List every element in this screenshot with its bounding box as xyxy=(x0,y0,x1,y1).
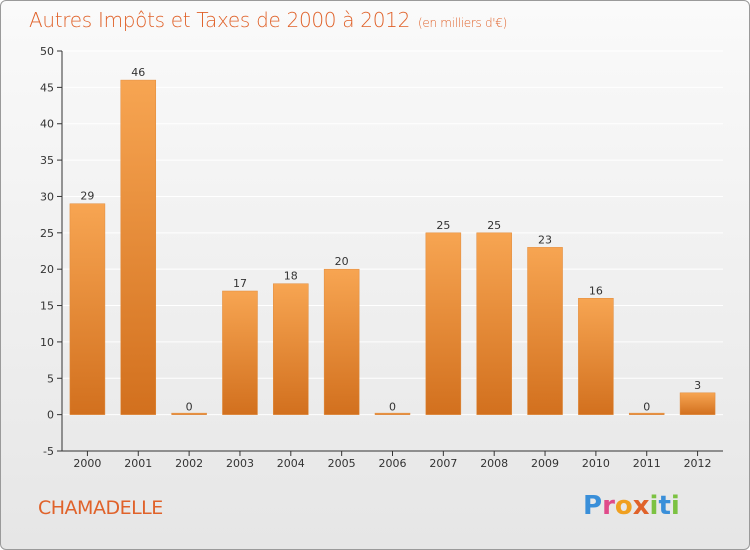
logo-letter: i xyxy=(649,491,659,521)
x-tick-label: 2011 xyxy=(633,457,661,470)
data-label: 0 xyxy=(389,401,396,414)
x-tick-label: 2008 xyxy=(480,457,508,470)
bar xyxy=(679,392,716,415)
x-tick-label: 2007 xyxy=(429,457,457,470)
data-label: 25 xyxy=(487,219,501,232)
bar xyxy=(578,298,614,415)
x-tick-label: 2006 xyxy=(379,457,407,470)
data-label: 0 xyxy=(643,401,650,414)
y-tick-label: 0 xyxy=(47,409,54,422)
y-tick-label: 40 xyxy=(40,118,54,131)
logo-letter: P xyxy=(583,491,603,521)
y-tick-label: 30 xyxy=(40,190,54,203)
bar xyxy=(425,232,462,415)
bar xyxy=(120,79,157,415)
y-tick-label: 35 xyxy=(40,154,54,167)
data-label: 46 xyxy=(131,66,145,79)
x-tick-label: 2003 xyxy=(226,457,254,470)
logo-letter: x xyxy=(632,491,650,521)
logo-letter: o xyxy=(614,491,633,521)
commune-name: CHAMADELLE xyxy=(38,497,163,519)
x-tick-label: 2002 xyxy=(175,457,203,470)
x-tick-label: 2010 xyxy=(582,457,610,470)
y-tick-label: 15 xyxy=(40,300,54,313)
bar xyxy=(374,412,411,415)
bar xyxy=(628,412,665,415)
bar xyxy=(222,290,258,415)
x-tick-label: 2004 xyxy=(277,457,305,470)
proxiti-logo: Proxiti xyxy=(583,491,680,521)
data-label: 3 xyxy=(694,379,701,392)
data-label: 0 xyxy=(186,401,193,414)
data-label: 25 xyxy=(436,219,450,232)
data-label: 18 xyxy=(284,270,298,283)
bar xyxy=(69,203,106,415)
x-tick-label: 2012 xyxy=(684,457,712,470)
logo-letter: r xyxy=(602,491,615,521)
x-tick-label: 2009 xyxy=(531,457,559,470)
y-tick-label: 10 xyxy=(40,336,54,349)
chart-title: Autres Impôts et Taxes de 2000 à 2012 (en… xyxy=(29,8,507,32)
bar xyxy=(323,268,360,415)
data-label: 29 xyxy=(80,190,94,203)
y-tick-label: 50 xyxy=(40,45,54,58)
chart-title-text: Autres Impôts et Taxes de 2000 à 2012 xyxy=(29,8,410,32)
logo-letter: t xyxy=(658,491,671,521)
bar xyxy=(171,412,207,415)
x-tick-label: 2000 xyxy=(73,457,101,470)
chart-unit: (en milliers d'€) xyxy=(418,16,508,30)
data-label: 17 xyxy=(233,277,247,290)
x-tick-label: 2001 xyxy=(124,457,152,470)
y-tick-label: 20 xyxy=(40,263,54,276)
bar xyxy=(527,247,563,415)
data-label: 20 xyxy=(335,255,349,268)
y-tick-label: 45 xyxy=(40,81,54,94)
y-tick-label: -5 xyxy=(43,445,54,458)
bar xyxy=(476,232,512,415)
y-tick-label: 5 xyxy=(47,372,54,385)
x-tick-label: 2005 xyxy=(328,457,356,470)
data-label: 16 xyxy=(589,284,603,297)
y-tick-label: 25 xyxy=(40,227,54,240)
logo-letter: i xyxy=(670,491,680,521)
bar xyxy=(273,283,309,415)
data-label: 23 xyxy=(538,233,552,246)
